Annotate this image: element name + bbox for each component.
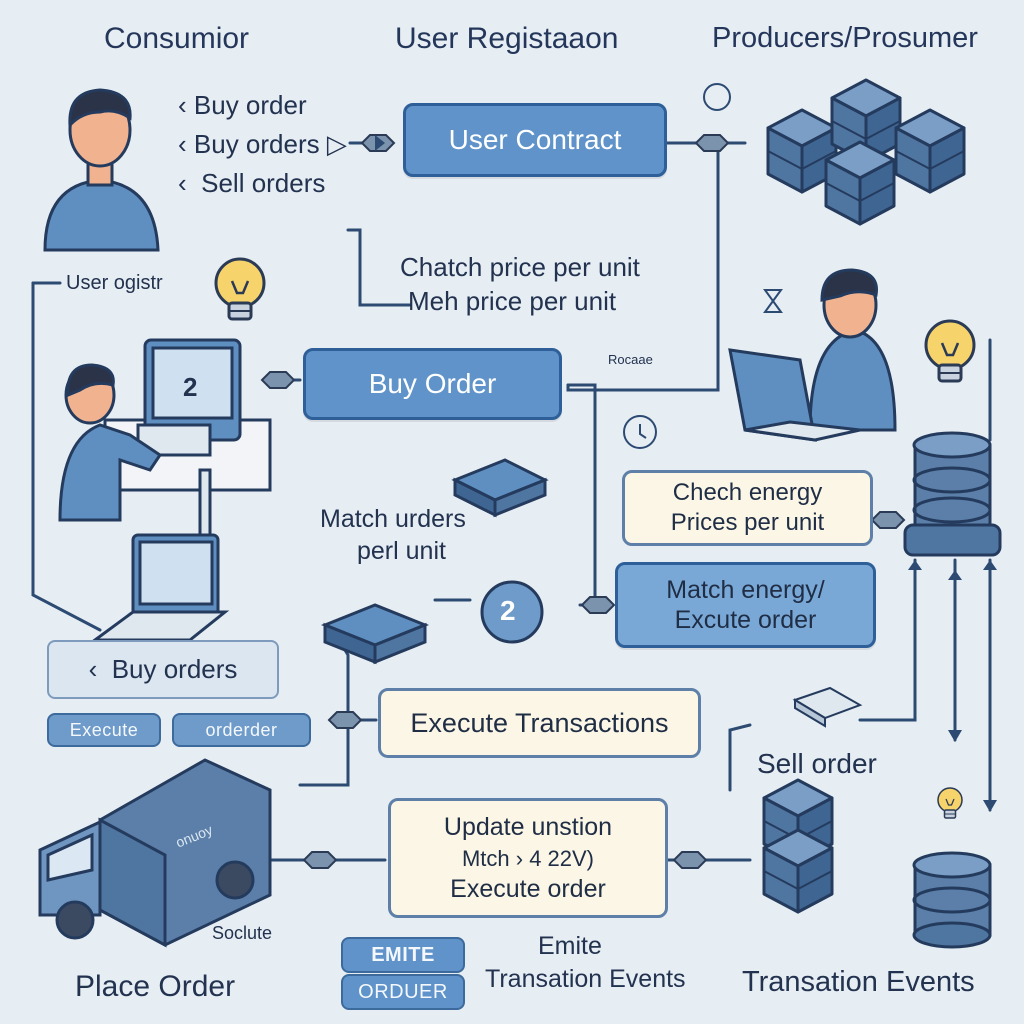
number-node-icon bbox=[480, 580, 544, 644]
producer-avatar-icon bbox=[728, 268, 897, 442]
match-energy-line-1: Match energy/ bbox=[666, 576, 825, 604]
small-left-label: Soclute bbox=[212, 923, 273, 943]
buy-orders-box[interactable]: ‹ Buy orders bbox=[47, 640, 279, 699]
update-line-1: Update unstion bbox=[443, 812, 613, 841]
device-icon-center bbox=[451, 458, 549, 518]
node-number: 2 bbox=[500, 595, 516, 626]
heart-icon bbox=[703, 83, 731, 111]
update-box[interactable]: Update unstion Mtch › 4 22V) Execute ord… bbox=[388, 798, 668, 918]
header-consumer: Consumior bbox=[104, 22, 250, 55]
small-label-right: Rocaae bbox=[608, 352, 653, 367]
monitor-number: 2 bbox=[183, 372, 198, 402]
check-energy-box[interactable]: Chech energy Prices per unit bbox=[622, 470, 873, 546]
header-producers: Producers/Prosumer bbox=[712, 22, 978, 54]
arrowheads bbox=[375, 135, 997, 812]
update-line-3: Execute order bbox=[450, 874, 606, 903]
transaction-events-label: Transation Events bbox=[742, 966, 975, 998]
consumer-avatar-icon bbox=[43, 88, 160, 252]
database-top-icon bbox=[903, 431, 1002, 557]
orderder-pill[interactable]: orderder bbox=[172, 713, 311, 747]
consumer-order-3: ‹ Sell orders bbox=[178, 168, 326, 198]
server-stack-icon bbox=[762, 778, 834, 914]
match-orders-line-2: perl unit bbox=[357, 537, 446, 565]
match-orders-line-1: Match urders bbox=[320, 505, 466, 533]
update-line-2: Mtch › 4 22V) bbox=[461, 845, 595, 871]
device-icon-lower bbox=[320, 603, 430, 665]
match-price-line-2: Meh price per unit bbox=[408, 286, 617, 316]
sell-order-label: Sell order bbox=[757, 748, 877, 779]
buy-order-box[interactable]: Buy Order bbox=[303, 348, 562, 420]
check-energy-line-1: Chech energy bbox=[672, 479, 823, 506]
device-icon-right bbox=[792, 686, 863, 728]
consumer-order-1: ‹ Buy order bbox=[178, 90, 307, 120]
bulb-icon-right bbox=[924, 319, 976, 383]
execute-pill[interactable]: Execute bbox=[47, 713, 161, 747]
hourglass-icon bbox=[763, 289, 783, 313]
match-energy-line-2: Excute order bbox=[674, 606, 817, 634]
connector-lines bbox=[31, 141, 992, 862]
laptop-icon-left bbox=[90, 533, 230, 642]
orduer-pill[interactable]: ORDUER bbox=[341, 974, 465, 1010]
consumer-order-2: ‹ Buy orders ▷ bbox=[178, 129, 347, 159]
match-energy-box[interactable]: Match energy/ Excute order bbox=[615, 562, 876, 648]
execute-transactions-box[interactable]: Execute Transactions bbox=[378, 688, 701, 758]
database-bottom-icon bbox=[912, 851, 992, 949]
emite-transaction-events-label: Transation Events bbox=[485, 965, 686, 993]
emite-pill[interactable]: EMITE bbox=[341, 937, 465, 973]
producer-cubes-icon bbox=[766, 78, 966, 226]
buy-orders-label: Buy orders bbox=[111, 654, 238, 684]
emite-label: Emite bbox=[538, 932, 602, 960]
check-energy-line-2: Prices per unit bbox=[670, 509, 825, 536]
header-registration: User Registaaon bbox=[395, 22, 619, 55]
execute-transactions-label: Execute Transactions bbox=[410, 707, 669, 738]
user-contract-box[interactable]: User Contract bbox=[403, 103, 667, 177]
delivery-truck-icon bbox=[38, 758, 272, 948]
bulb-icon-left bbox=[214, 257, 266, 321]
bulb-icon-small bbox=[937, 787, 963, 819]
place-order-label: Place Order bbox=[75, 970, 236, 1003]
clock-icon bbox=[623, 415, 657, 449]
user-registration-label: User ogistr bbox=[66, 272, 163, 294]
desktop-user-icon bbox=[58, 338, 272, 562]
match-price-line-1: Chatch price per unit bbox=[400, 252, 640, 282]
